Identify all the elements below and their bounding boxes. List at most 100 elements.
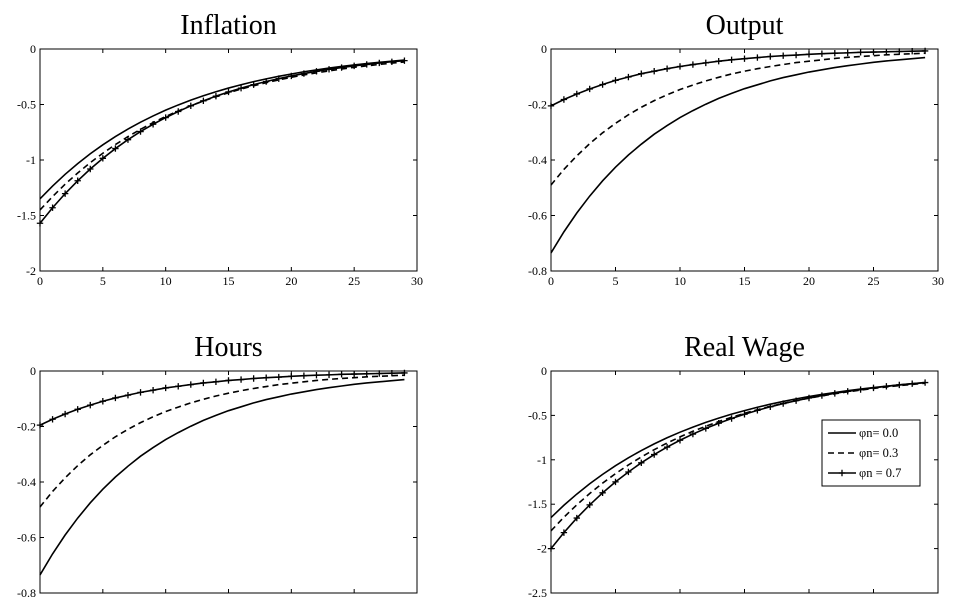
data-point: [363, 370, 370, 377]
data-point: [651, 68, 658, 75]
data-point: [61, 410, 69, 418]
data-point: [638, 459, 645, 467]
x-tick-label: 20: [285, 274, 297, 288]
data-point: [275, 75, 282, 82]
x-tick-label: 25: [868, 596, 880, 598]
chart-title: Real Wage: [684, 332, 805, 363]
data-point: [715, 58, 722, 65]
data-point: [350, 62, 358, 70]
data-point: [313, 68, 320, 75]
data-point: [870, 384, 877, 392]
y-tick-label: -0.6: [17, 531, 36, 545]
x-tick-label: 5: [100, 274, 106, 288]
data-point: [780, 52, 787, 59]
data-point: [225, 377, 232, 384]
series-line-1: [550, 56, 926, 254]
data-point: [237, 376, 245, 383]
data-point: [338, 64, 345, 71]
series-line-3: [550, 50, 926, 107]
x-tick-label: 15: [739, 274, 751, 288]
data-point: [225, 88, 232, 96]
panel-4: Real Wage 0 5 10 15 20 25 30 0 -0.5 -1 -1.5 -2 -2.5 φn…: [528, 332, 944, 598]
y-tick-label: 0: [30, 364, 36, 378]
data-point: [112, 394, 119, 402]
y-tick-label: -1: [537, 453, 547, 467]
data-point: [818, 50, 826, 57]
x-tick-label: 0: [548, 274, 554, 288]
data-point: [612, 478, 619, 486]
data-point: [896, 381, 903, 389]
data-point: [625, 468, 632, 476]
y-tick-label: -0.5: [528, 408, 547, 422]
data-point: [49, 416, 56, 423]
chart-title: Hours: [194, 332, 262, 363]
x-tick-label: 15: [739, 596, 751, 598]
data-point: [883, 383, 890, 390]
data-point: [792, 397, 800, 404]
data-point: [137, 389, 144, 396]
x-tick-label: 20: [803, 596, 815, 598]
series-line-3: [39, 372, 405, 426]
data-point: [250, 81, 257, 88]
series-markers-3: [36, 57, 408, 227]
legend-label: φn= 0.3: [859, 446, 898, 460]
x-tick-label: 0: [37, 274, 43, 288]
data-point: [663, 443, 671, 451]
x-tick-label: 30: [411, 274, 423, 288]
data-point: [831, 49, 838, 57]
panel-3: Hours 0 5 10 15 20 25 30 0 -0.2 -0.4 -0.6 -0.8: [17, 332, 423, 598]
x-tick-label: 10: [674, 596, 686, 598]
data-point: [99, 155, 107, 162]
data-point: [263, 374, 270, 381]
x-tick-label: 20: [285, 596, 297, 598]
y-tick-label: -0.8: [17, 586, 36, 598]
data-point: [124, 136, 132, 143]
data-point: [200, 97, 207, 105]
data-point: [313, 371, 320, 379]
data-point: [187, 102, 194, 110]
x-tick-label: 10: [160, 274, 172, 288]
data-point: [162, 114, 169, 121]
data-point: [586, 501, 593, 509]
axes-frame: [39, 370, 418, 594]
data-point: [689, 430, 697, 438]
data-point: [909, 380, 916, 387]
y-tick-label: -0.2: [528, 98, 547, 112]
data-point: [702, 59, 709, 67]
data-point: [149, 386, 157, 394]
data-point: [754, 54, 761, 61]
y-tick-label: -0.2: [17, 420, 36, 434]
y-tick-label: -0.5: [17, 98, 36, 112]
y-tick-label: -1.5: [17, 209, 36, 223]
legend-label: φn= 0.0: [859, 426, 898, 440]
data-point: [124, 391, 132, 399]
data-point: [74, 406, 81, 413]
data-point: [767, 403, 774, 410]
data-point: [625, 73, 632, 81]
data-point: [560, 529, 568, 536]
data-point: [857, 49, 864, 56]
data-point: [237, 84, 245, 92]
data-point: [87, 165, 94, 173]
x-tick-label: 5: [100, 596, 106, 598]
data-point: [612, 77, 619, 84]
data-point: [288, 72, 295, 80]
data-point: [162, 384, 169, 392]
x-tick-label: 5: [613, 274, 619, 288]
panel-2: Output 0 5 10 15 20 25 30 0 -0.2 -0.4 -0.6 -0.8: [528, 10, 944, 288]
x-tick-label: 15: [223, 596, 235, 598]
data-point: [741, 411, 748, 418]
y-tick-label: -0.4: [17, 475, 36, 489]
legend-label: φn = 0.7: [859, 466, 901, 480]
x-tick-label: 25: [348, 274, 360, 288]
data-point: [599, 489, 606, 497]
data-point: [325, 371, 333, 379]
data-point: [61, 190, 69, 197]
data-point: [325, 66, 333, 73]
data-point: [573, 514, 580, 522]
data-point: [844, 49, 851, 57]
data-point: [728, 415, 735, 422]
data-point: [149, 121, 157, 128]
data-point: [792, 51, 800, 59]
